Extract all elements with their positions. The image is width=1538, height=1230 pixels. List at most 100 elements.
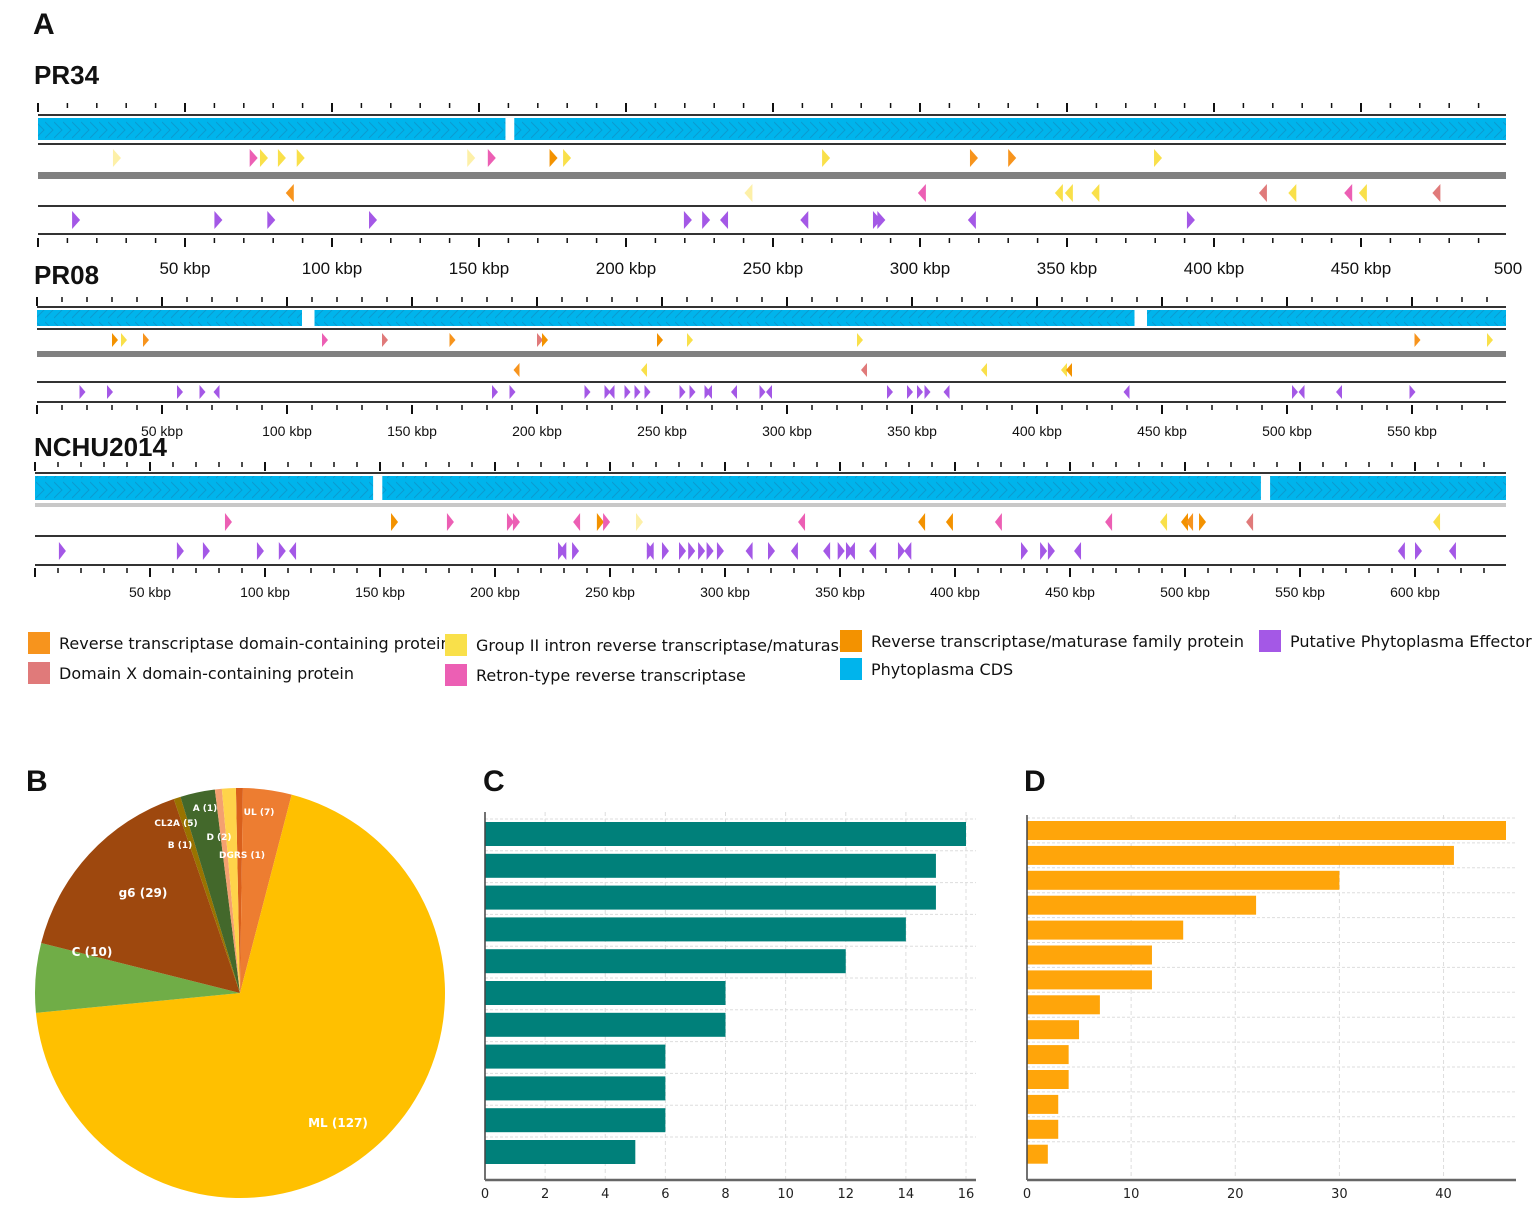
legend-item: Retron-type reverse transcriptase bbox=[445, 664, 746, 686]
feature-effector-arrow bbox=[1292, 385, 1298, 399]
feature-rt-domain-arrow bbox=[969, 149, 978, 167]
cds-block bbox=[514, 118, 1506, 140]
feature-effector-arrow bbox=[1415, 542, 1422, 560]
tick-label: 150 kbp bbox=[387, 423, 437, 439]
pie-slice bbox=[41, 798, 240, 993]
feature-group2-arrow bbox=[1433, 513, 1441, 531]
feature-effector-arrow bbox=[837, 542, 845, 560]
feature-effector-arrow bbox=[572, 542, 580, 560]
tick-label: 300 kbp bbox=[700, 584, 750, 600]
feature-effector-arrow bbox=[924, 385, 931, 399]
cds-block bbox=[1147, 310, 1506, 326]
legend-swatch bbox=[840, 630, 862, 652]
bar bbox=[1027, 1020, 1080, 1040]
feature-effector-arrow bbox=[872, 211, 881, 229]
feature-group2-arrow bbox=[121, 333, 127, 347]
feature-rt-maturase-arrow bbox=[596, 513, 604, 531]
feature-effector-arrow bbox=[267, 211, 276, 229]
feature-group2-arrow bbox=[259, 149, 268, 167]
cds-block bbox=[314, 310, 1135, 326]
tick-label: 400 kbp bbox=[1012, 423, 1062, 439]
tick-label: 200 kbp bbox=[596, 259, 657, 278]
feature-group2-arrow bbox=[563, 149, 572, 167]
feature-domain-x-arrow bbox=[1246, 513, 1254, 531]
feature-rt-maturase-arrow bbox=[945, 513, 953, 531]
feature-effector-arrow bbox=[214, 211, 223, 229]
legend-label: Reverse transcriptase domain-containing … bbox=[59, 633, 451, 653]
feature-effector-arrow bbox=[509, 385, 516, 399]
tick-label: 550 kbp bbox=[1275, 584, 1325, 600]
feature-rt-maturase-arrow bbox=[1180, 513, 1188, 531]
x-tick-label: 40 bbox=[1435, 1187, 1452, 1202]
pie-label: C (10) bbox=[72, 945, 113, 959]
feature-effector-arrow bbox=[492, 385, 498, 399]
bar bbox=[485, 1140, 636, 1164]
legend-item: Putative Phytoplasma Effector bbox=[1259, 630, 1532, 652]
feature-effector-arrow bbox=[1448, 542, 1456, 560]
feature-effector-arrow bbox=[706, 385, 712, 399]
feature-effector-arrow bbox=[702, 211, 711, 229]
tick-label: 200 kbp bbox=[470, 584, 520, 600]
feature-light-yellow-arrow bbox=[467, 149, 476, 167]
feature-rt-maturase-arrow bbox=[112, 333, 118, 347]
feature-group2-arrow bbox=[1091, 184, 1100, 202]
x-tick-label: 0 bbox=[481, 1187, 489, 1202]
feature-effector-arrow bbox=[1186, 211, 1195, 229]
feature-effector-arrow bbox=[202, 542, 210, 560]
feature-effector-arrow bbox=[256, 542, 264, 560]
pie-chart: DGRS (1) UL (7) ML (127) C (10) g6 (29) B (1)… bbox=[34, 788, 445, 1198]
pie-slice bbox=[240, 788, 292, 993]
genome-backbone bbox=[35, 503, 1506, 507]
feature-effector-arrow bbox=[644, 385, 651, 399]
tick-label: 400 kbp bbox=[1184, 259, 1245, 278]
feature-group2-arrow bbox=[641, 363, 647, 377]
feature-light-yellow-arrow bbox=[112, 149, 121, 167]
genome-backbone bbox=[38, 172, 1506, 179]
genome-map-pr08: 50 kbp 100 kbp 150 kbp 200 kbp 250 kbp 300 kb… bbox=[36, 297, 1506, 439]
feature-rt-domain-arrow bbox=[285, 184, 294, 202]
bar bbox=[485, 949, 846, 974]
tick-label: 450 kbp bbox=[1331, 259, 1392, 278]
feature-effector-arrow bbox=[213, 385, 220, 399]
feature-effector-arrow bbox=[689, 385, 696, 399]
bar bbox=[1027, 920, 1184, 940]
feature-rt-maturase-arrow bbox=[542, 333, 548, 347]
bar bbox=[485, 1108, 666, 1133]
pie-slice bbox=[35, 794, 445, 1198]
feature-effector-arrow bbox=[1409, 385, 1416, 399]
legend-label: Group II intron reverse transcriptase/ma… bbox=[476, 635, 849, 655]
bar bbox=[1027, 821, 1506, 840]
bar bbox=[485, 853, 936, 878]
panel-label-a: A bbox=[33, 8, 55, 41]
feature-retron-arrow bbox=[506, 513, 514, 531]
bar bbox=[1027, 895, 1257, 915]
feature-group2-arrow bbox=[1061, 363, 1067, 377]
pie-slice bbox=[34, 943, 240, 1013]
feature-rt-maturase-arrow bbox=[1199, 513, 1207, 531]
panel-label-c: C bbox=[483, 765, 505, 798]
bar bbox=[1027, 870, 1340, 890]
pie-slice bbox=[235, 788, 243, 993]
tick-label: 500 kbp bbox=[1262, 423, 1312, 439]
feature-effector-arrow bbox=[72, 211, 81, 229]
tick-label: 100 kbp bbox=[302, 259, 363, 278]
tick-label: 600 kbp bbox=[1390, 584, 1440, 600]
feature-domain-x-arrow bbox=[1258, 184, 1267, 202]
pie-slice bbox=[221, 788, 240, 993]
feature-effector-arrow bbox=[683, 211, 692, 229]
pie-label: DGRS (1) bbox=[219, 851, 265, 861]
bar bbox=[485, 1044, 666, 1069]
feature-group2-arrow bbox=[857, 333, 863, 347]
genome-title-pr08: PR08 bbox=[34, 260, 100, 290]
x-tick-label: 6 bbox=[661, 1187, 669, 1202]
tick-label: 350 kbp bbox=[815, 584, 865, 600]
bar bbox=[1027, 1094, 1059, 1114]
cds-block bbox=[35, 476, 374, 500]
feature-group2-arrow bbox=[822, 149, 831, 167]
feature-effector-arrow bbox=[720, 211, 729, 229]
feature-effector-arrow bbox=[716, 542, 724, 560]
feature-rt-maturase-arrow bbox=[1066, 363, 1072, 377]
x-tick-label: 8 bbox=[721, 1187, 729, 1202]
